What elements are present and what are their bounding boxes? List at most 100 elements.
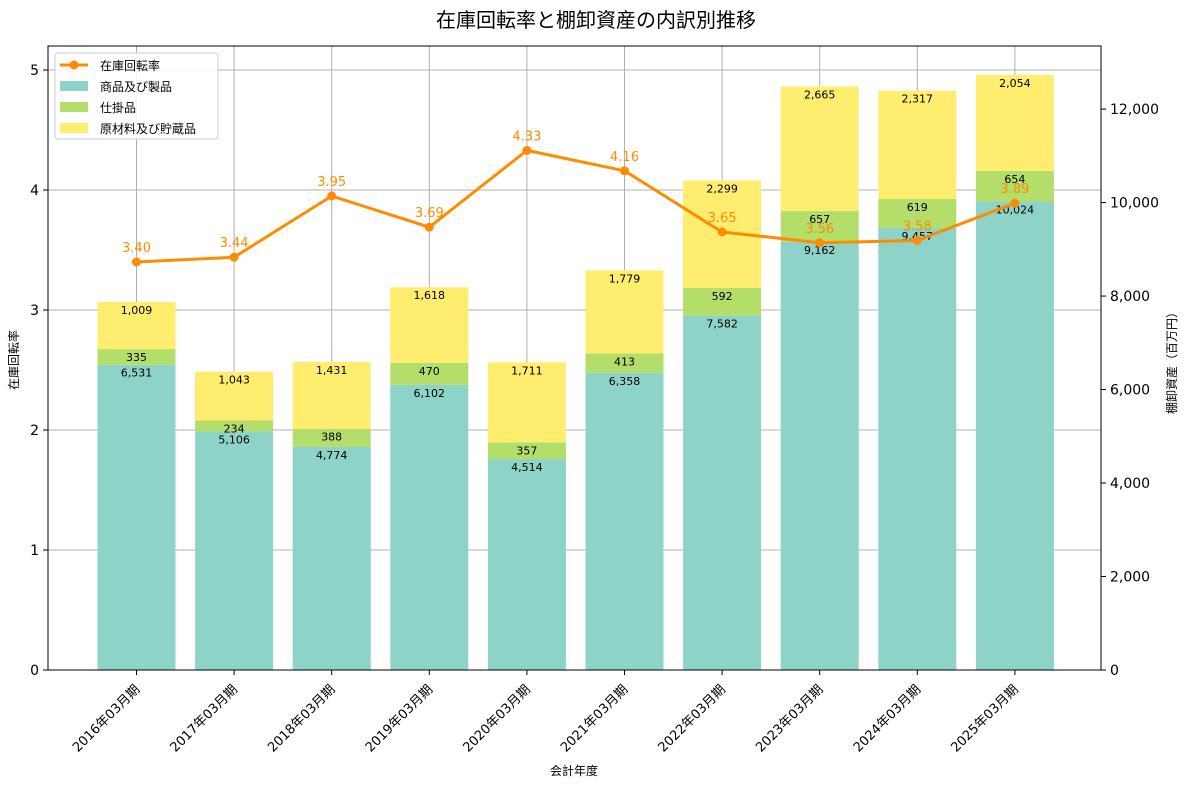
legend-label: 原材料及び貯蔵品 [100,122,196,136]
bar-value-label: 1,711 [511,364,543,377]
y-left-tick-label: 2 [30,423,39,439]
legend-label: 仕掛品 [100,100,136,115]
x-tick-label: 2019年03月期 [363,682,436,755]
turnover-point [132,257,141,267]
x-tick-label: 2022年03月期 [656,682,729,755]
y-left-tick-label: 5 [30,63,39,79]
y-right-tick-label: 4,000 [1110,476,1150,492]
turnover-value-label: 3.89 [1000,182,1029,197]
bar-segment [292,361,371,429]
bar-value-label: 657 [809,213,830,226]
bar-value-label: 4,774 [316,449,348,462]
turnover-value-label: 4.33 [512,129,541,144]
x-tick-label: 2023年03月期 [753,682,826,755]
x-tick-label: 2018年03月期 [265,682,338,755]
turnover-value-label: 4.16 [610,150,639,165]
x-tick-label: 2020年03月期 [460,682,533,755]
plot-frame [47,45,1102,671]
bar-value-label: 1,618 [414,289,446,302]
turnover-value-label: 3.95 [317,175,346,190]
bar-value-label: 2,054 [999,77,1031,90]
turnover-value-label: 3.69 [415,206,444,221]
y-right-tick-label: 6,000 [1110,383,1150,399]
legend-marker [69,60,79,70]
bar-segment [683,287,762,316]
bar-value-label: 7,582 [706,318,738,331]
bar-segment [487,362,566,443]
x-tick-label: 2024年03月期 [851,682,924,755]
legend-bar-swatch [60,102,88,112]
bar-value-label: 4,514 [511,461,543,474]
turnover-point [815,238,825,248]
legend-bar-swatch [60,123,88,133]
bar-segment [780,241,859,670]
bar-segment [878,90,957,200]
y-left-tick-label: 3 [30,303,39,319]
bar-segment [780,211,859,242]
y-left-tick-label: 1 [30,543,39,559]
bar-segment [683,315,762,670]
bar-segment [975,170,1054,202]
bar-value-label: 6,531 [121,367,153,380]
turnover-point [522,145,532,155]
turnover-point [620,166,629,176]
bar-value-label: 9,162 [804,244,836,257]
line-series: 3.40 3.44 3.95 3.69 4.33 4.16 3.65 3.56 3.58 3.89 [122,129,1029,267]
bar-value-label: 2,317 [902,93,934,106]
bar-segment [97,349,176,365]
turnover-value-label: 3.56 [805,222,834,237]
bar-segment [292,446,371,670]
turnover-point [912,235,922,245]
bar-value-label: 6,102 [414,387,446,400]
bar-segment [487,442,566,460]
bar-value-label: 234 [224,422,245,435]
bar-segment [390,362,469,385]
x-tick-label: 2017年03月期 [168,682,241,755]
y-right-tick-label: 12,000 [1110,102,1159,118]
bar-segment [97,364,176,670]
legend-box [54,52,219,140]
bar-segment [780,86,859,212]
bar-segment [487,459,566,670]
y-axis-left-label: 在庫回転率 [6,330,21,390]
bar-value-label: 592 [712,290,733,303]
bar-segment [975,74,1054,171]
bar-value-label: 470 [419,365,440,378]
legend-bar-swatch [60,81,88,91]
bar-value-label: 6,358 [609,375,641,388]
turnover-value-label: 3.65 [708,211,737,226]
y-right-tick-label: 8,000 [1110,289,1150,305]
bar-value-label: 5,106 [218,433,250,446]
bar-value-label: 335 [126,351,147,364]
chart-title: 在庫回転率と棚卸資産の内訳別推移 [436,8,756,32]
legend-label: 商品及び製品 [100,79,172,94]
bar-value-label: 413 [614,356,635,369]
bar-segment [97,301,176,350]
bar-segment [585,353,664,373]
turnover-value-label: 3.40 [122,241,151,256]
turnover-value-label: 3.44 [220,236,249,251]
x-tick-label: 2021年03月期 [558,682,631,755]
plot-border [47,45,1102,671]
bar-segment [195,420,274,432]
bar-value-label: 1,043 [218,374,250,387]
bar-value-label: 2,665 [804,88,836,101]
bar-segment [292,428,371,447]
bar-value-label: 388 [321,431,342,444]
turnover-point [1010,198,1020,208]
bar-segment [585,270,664,354]
turnover-point [327,191,337,201]
bar-segment [390,287,469,363]
bar-value-label: 1,779 [609,272,641,285]
turnover-point [424,222,434,232]
y-right-tick-label: 10,000 [1110,196,1159,212]
turnover-point [229,252,239,262]
bar-segment [878,227,957,670]
bar-segment [975,201,1054,671]
bar-segment [878,199,957,228]
turnover-point [717,227,727,237]
bar-value-label: 1,009 [121,304,153,317]
